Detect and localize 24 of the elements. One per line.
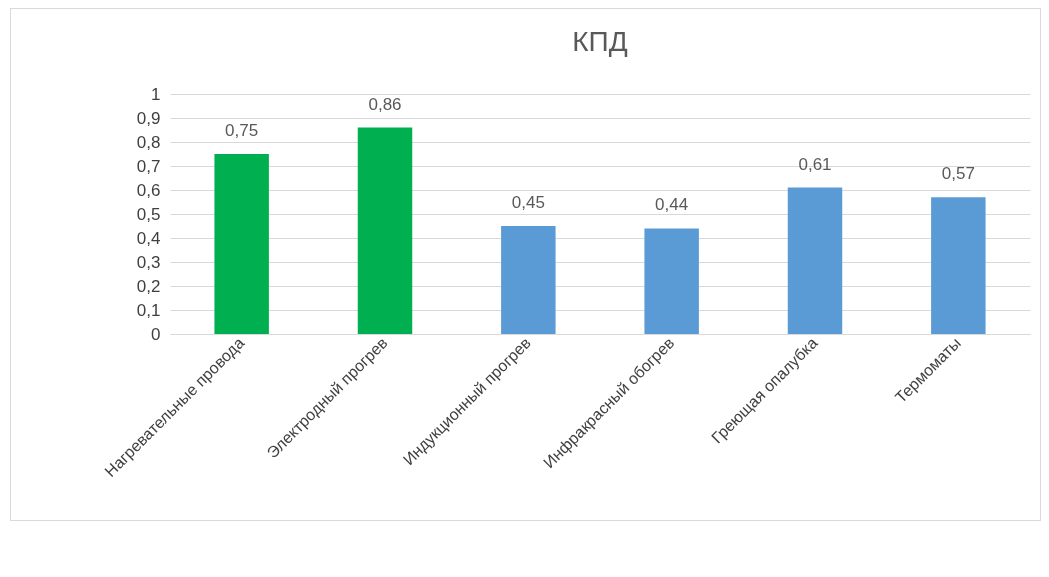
bar (501, 226, 556, 334)
bar (931, 197, 986, 334)
y-tick-label: 0,3 (136, 252, 161, 272)
y-tick-label: 0,7 (136, 156, 161, 176)
bar (357, 127, 413, 334)
y-tick-label: 0,9 (136, 108, 161, 128)
bar (787, 187, 843, 334)
y-tick-label: 0 (151, 324, 161, 344)
data-label: 0,45 (511, 193, 545, 212)
y-tick-label: 0,6 (136, 180, 161, 200)
data-label: 0,86 (368, 94, 402, 114)
y-tick-label: 1 (151, 84, 161, 104)
chart-title: КПД (572, 26, 628, 57)
data-label: 0,44 (655, 195, 689, 215)
bar (644, 228, 699, 334)
y-tick-label: 0,4 (136, 228, 161, 248)
y-tick-label: 0,8 (136, 132, 161, 152)
data-label: 0,57 (941, 164, 975, 184)
bar (214, 154, 269, 334)
y-tick-label: 0,5 (136, 204, 161, 224)
y-tick-label: 0,1 (136, 300, 161, 320)
y-tick-label: 0,2 (136, 276, 161, 296)
data-label: 0,75 (225, 121, 259, 140)
data-label: 0,61 (798, 154, 832, 174)
